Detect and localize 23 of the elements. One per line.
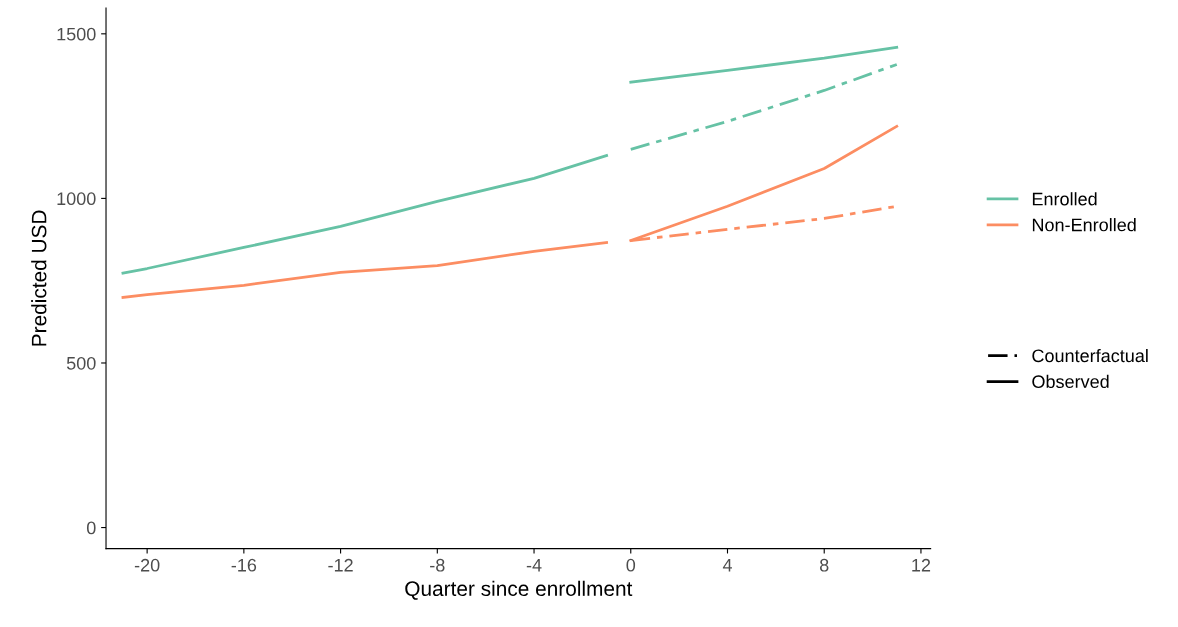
legend-label: Non-Enrolled [1032, 218, 1136, 232]
line-series [629, 63, 899, 151]
y-tick-label: 1500 [57, 27, 96, 41]
line-series [121, 241, 608, 299]
x-axis-title: Quarter since enrollment [405, 580, 633, 600]
legend-label: Counterfactual [1032, 348, 1148, 363]
x-tick-label: -20 [134, 558, 160, 572]
x-tick-label: 8 [819, 558, 829, 572]
line-series [121, 154, 608, 275]
y-tick-label: 500 [66, 356, 96, 370]
y-axis-title: Predicted USD [31, 210, 47, 346]
x-tick-label: 12 [912, 558, 931, 572]
x-tick-label: 0 [626, 558, 636, 572]
x-tick-label: 4 [722, 559, 732, 572]
x-tick-label: -16 [231, 558, 257, 572]
x-tick-label: -4 [526, 559, 542, 572]
legend-label: Enrolled [1032, 192, 1097, 206]
y-tick-label: 1000 [57, 192, 96, 206]
x-tick-label: -12 [328, 558, 353, 572]
legend-label: Observed [1032, 374, 1109, 389]
x-tick-label: -8 [430, 558, 445, 572]
y-tick-label: 0 [86, 521, 96, 535]
line-series [629, 45, 899, 84]
